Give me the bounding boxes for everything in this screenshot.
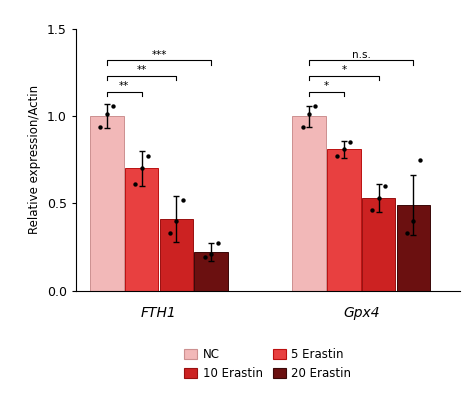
Point (173, 217, 180, 224)
Text: **: ** (137, 65, 146, 75)
Point (340, 146, 347, 153)
Point (410, 217, 417, 224)
Y-axis label: Relative expression/Actin: Relative expression/Actin (28, 85, 41, 234)
Point (346, 139, 354, 146)
Point (179, 197, 187, 203)
Bar (160, 219, 193, 290)
Bar (194, 252, 228, 290)
Text: FTH1: FTH1 (141, 306, 177, 320)
Text: n.s.: n.s. (352, 49, 371, 60)
Point (166, 229, 173, 236)
Bar (292, 116, 326, 290)
Point (109, 103, 117, 109)
Point (201, 254, 209, 261)
Point (312, 103, 319, 109)
Point (138, 165, 146, 172)
Text: ***: *** (151, 49, 167, 60)
Text: *: * (341, 65, 346, 75)
Text: *: * (324, 81, 329, 91)
Point (103, 111, 110, 118)
Point (368, 207, 376, 214)
Point (334, 153, 341, 160)
Bar (397, 205, 430, 290)
Point (299, 123, 306, 130)
Point (403, 229, 411, 236)
Point (97, 123, 104, 130)
Point (131, 181, 139, 188)
Text: Gpx4: Gpx4 (343, 306, 380, 320)
Legend: NC, 10 Erastin, 5 Erastin, 20 Erastin: NC, 10 Erastin, 5 Erastin, 20 Erastin (180, 344, 356, 385)
Point (207, 251, 215, 257)
Bar (327, 149, 361, 290)
Bar (362, 198, 395, 290)
Bar (90, 116, 124, 290)
Bar (125, 168, 158, 290)
Point (214, 240, 221, 247)
Point (381, 183, 389, 189)
Point (144, 153, 152, 160)
Point (416, 156, 424, 163)
Point (305, 111, 313, 118)
Text: **: ** (119, 81, 129, 91)
Point (375, 195, 383, 201)
